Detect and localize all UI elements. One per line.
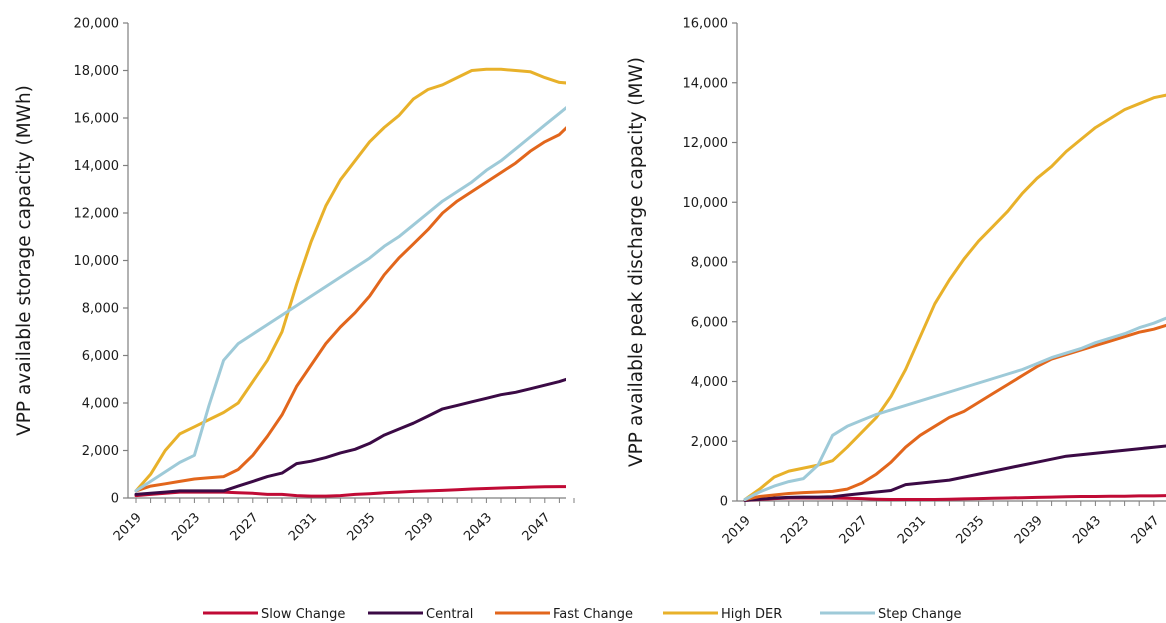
storage-series-central — [134, 377, 566, 496]
legend-label-fast-change: Fast Change — [553, 607, 633, 622]
discharge-x-tick-label: 2039 — [1012, 513, 1046, 547]
legend-label-central: Central — [426, 607, 473, 622]
storage-x-tick-label: 2019 — [111, 510, 145, 544]
discharge-series-high-der — [743, 93, 1166, 501]
storage-x-tick-label: 2035 — [344, 510, 378, 544]
legend-item-step-change: Step Change — [820, 607, 962, 622]
legend-item-slow-change: Slow Change — [203, 607, 345, 622]
storage-x-tick-label: 2027 — [228, 510, 262, 544]
legend-label-slow-change: Slow Change — [261, 607, 345, 622]
storage-x-tick-label: 2039 — [403, 510, 437, 544]
discharge-y-tick-label: 4,000 — [691, 375, 728, 390]
discharge-y-tick-label: 0 — [720, 495, 728, 510]
storage-y-tick-label: 8,000 — [82, 302, 119, 317]
storage-y-tick-label: 4,000 — [82, 397, 119, 412]
discharge-x-tick-label: 2043 — [1070, 513, 1104, 547]
discharge-x-tick-label: 2035 — [953, 513, 987, 547]
storage-x-tick-label: 2031 — [286, 510, 320, 544]
legend-item-central: Central — [368, 607, 473, 622]
discharge-series-central — [743, 444, 1166, 502]
storage-series-step-change — [134, 105, 566, 493]
storage-y-tick-label: 0 — [111, 492, 119, 507]
legend: Slow Change Central Fast Change High DER Ste… — [203, 607, 962, 622]
storage-series-fast-change — [134, 126, 566, 493]
storage-y-tick-label: 18,000 — [74, 64, 120, 79]
discharge-series-fast-change — [743, 323, 1166, 501]
discharge-y-tick-label: 6,000 — [691, 315, 728, 330]
storage-y-axis-title: VPP available storage capacity (MWh) — [14, 85, 35, 436]
discharge-x-tick-label: 2019 — [720, 513, 754, 547]
discharge-capacity-chart: 0 2,000 4,000 6,000 8,000 10,000 12,000 14,000 1… — [626, 17, 1166, 547]
storage-y-tick-label: 16,000 — [74, 112, 120, 127]
discharge-x-tick-label: 2027 — [837, 513, 871, 547]
legend-item-fast-change: Fast Change — [495, 607, 633, 622]
storage-y-tick-label: 2,000 — [82, 444, 119, 459]
discharge-y-tick-label: 8,000 — [691, 256, 728, 271]
storage-x-tick-label: 2043 — [461, 510, 495, 544]
discharge-x-tick-label: 2023 — [778, 513, 812, 547]
discharge-series-step-change — [743, 316, 1166, 501]
storage-y-tick-label: 12,000 — [74, 207, 120, 222]
discharge-y-tick-label: 10,000 — [683, 196, 729, 211]
legend-label-high-der: High DER — [721, 607, 782, 622]
legend-label-step-change: Step Change — [878, 607, 962, 622]
storage-series-high-der — [134, 67, 566, 493]
discharge-y-tick-label: 14,000 — [683, 76, 729, 91]
discharge-y-tick-label: 2,000 — [691, 435, 728, 450]
storage-y-tick-label: 6,000 — [82, 349, 119, 364]
discharge-y-tick-label: 16,000 — [683, 17, 729, 32]
storage-y-tick-label: 14,000 — [74, 159, 120, 174]
storage-y-tick-label: 20,000 — [74, 17, 120, 32]
storage-x-tick-label: 2023 — [169, 510, 203, 544]
discharge-y-tick-label: 12,000 — [683, 136, 729, 151]
discharge-x-tick-label: 2031 — [895, 513, 929, 547]
discharge-y-axis-title: VPP available peak discharge capacity (M… — [626, 57, 647, 467]
storage-y-tick-label: 10,000 — [74, 254, 120, 269]
legend-item-high-der: High DER — [663, 607, 782, 622]
storage-capacity-chart: 0 2,000 4,000 6,000 8,000 10,000 12,000 14,000 1… — [14, 17, 575, 544]
storage-x-tick-label: 2047 — [520, 510, 554, 544]
discharge-x-tick-label: 2047 — [1129, 513, 1163, 547]
